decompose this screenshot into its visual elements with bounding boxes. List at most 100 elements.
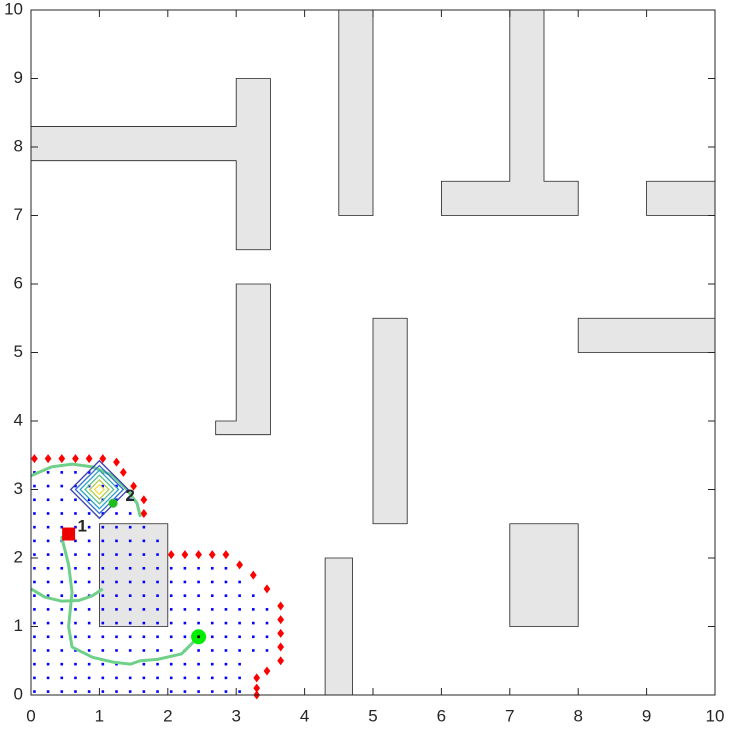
explored-cell bbox=[128, 649, 132, 652]
explored-cell bbox=[33, 498, 36, 502]
explored-cell bbox=[183, 676, 187, 680]
explored-cell bbox=[142, 539, 146, 543]
explored-cell bbox=[74, 553, 77, 556]
explored-cell bbox=[46, 608, 50, 611]
path-line bbox=[30, 462, 142, 518]
explored-cell bbox=[169, 662, 173, 666]
explored-cell bbox=[238, 635, 241, 639]
contour bbox=[79, 469, 120, 510]
explored-cell bbox=[74, 676, 77, 680]
explored-cell bbox=[74, 566, 77, 570]
explored-cell bbox=[46, 525, 50, 529]
explored-cell bbox=[115, 539, 118, 543]
explored-cell bbox=[156, 676, 159, 680]
explored-cell bbox=[142, 635, 146, 639]
explored-cell bbox=[33, 621, 36, 625]
explored-cell bbox=[252, 635, 255, 639]
robot-marker bbox=[62, 527, 76, 541]
explored-cell bbox=[87, 621, 91, 625]
frontier-cell bbox=[277, 628, 285, 638]
explored-cell bbox=[33, 662, 36, 666]
explored-cell bbox=[101, 594, 105, 597]
x-tick-label: 10 bbox=[706, 706, 725, 725]
explored-cell bbox=[60, 676, 64, 680]
explored-cell bbox=[224, 635, 228, 639]
x-tick-label: 4 bbox=[300, 706, 309, 725]
explored-cell bbox=[183, 621, 187, 625]
explored-cell bbox=[87, 690, 91, 693]
explored-cell bbox=[210, 690, 214, 693]
contour bbox=[88, 478, 110, 501]
explored-cell bbox=[33, 484, 36, 488]
explored-cell bbox=[238, 662, 241, 666]
frontier-cell bbox=[222, 550, 230, 560]
explored-cell bbox=[252, 621, 255, 625]
explored-cell bbox=[169, 608, 173, 611]
explored-cell bbox=[238, 690, 241, 693]
explored-cell bbox=[169, 566, 173, 570]
explored-cell bbox=[60, 662, 64, 666]
explored-cell bbox=[197, 662, 200, 666]
path-line bbox=[60, 532, 200, 666]
explored-cell bbox=[156, 553, 159, 556]
explored-cell bbox=[183, 566, 187, 570]
explored-cell bbox=[60, 690, 64, 693]
explored-cell bbox=[142, 580, 146, 584]
explored-cell bbox=[33, 553, 36, 556]
explored-cell bbox=[128, 635, 132, 639]
explored-cell bbox=[169, 580, 173, 584]
explored-cell bbox=[101, 635, 105, 639]
explored-cell bbox=[265, 608, 269, 611]
frontier-cell bbox=[85, 454, 93, 464]
explored-cell bbox=[101, 566, 105, 570]
explored-cell bbox=[87, 539, 91, 543]
frontier-cell bbox=[44, 454, 52, 464]
explored-cell bbox=[87, 512, 91, 515]
explored-cell bbox=[60, 608, 64, 611]
explored-cell bbox=[115, 608, 118, 611]
explored-cell bbox=[101, 525, 105, 529]
explored-cell bbox=[87, 608, 91, 611]
explored-cell bbox=[142, 608, 146, 611]
explored-cell bbox=[74, 594, 77, 597]
explored-cell bbox=[74, 580, 77, 584]
explored-cell bbox=[238, 649, 241, 652]
explored-cell bbox=[60, 566, 64, 570]
explored-cell bbox=[33, 512, 36, 515]
explored-cell bbox=[46, 471, 50, 474]
explored-cell bbox=[101, 662, 105, 666]
explored-cell bbox=[46, 649, 50, 652]
explored-cell bbox=[33, 525, 36, 529]
explored-cell bbox=[60, 649, 64, 652]
explored-cell bbox=[210, 566, 214, 570]
explored-cell bbox=[115, 594, 118, 597]
obstacle bbox=[577, 317, 716, 353]
frontier-cell bbox=[263, 666, 271, 676]
explored-cell bbox=[142, 662, 146, 666]
explored-cell bbox=[33, 676, 36, 680]
explored-cell bbox=[224, 676, 228, 680]
path-line bbox=[30, 587, 104, 603]
explored-cell bbox=[169, 621, 173, 625]
explored-cell bbox=[87, 566, 91, 570]
explored-cell bbox=[46, 690, 50, 693]
explored-cell bbox=[33, 471, 36, 474]
explored-cell bbox=[210, 608, 214, 611]
explored-cell bbox=[46, 621, 50, 625]
explored-cell bbox=[224, 662, 228, 666]
explored-cell bbox=[183, 635, 187, 639]
explored-cell bbox=[238, 608, 241, 611]
explored-cell bbox=[210, 649, 214, 652]
explored-cell bbox=[128, 676, 132, 680]
frontier-cell bbox=[236, 560, 243, 570]
frontier-cell bbox=[113, 457, 120, 467]
goal-marker bbox=[108, 498, 118, 508]
explored-cell bbox=[224, 594, 228, 597]
explored-cell bbox=[101, 484, 105, 488]
explored-cell bbox=[197, 608, 200, 611]
explored-cell bbox=[128, 525, 132, 529]
explored-cell bbox=[46, 484, 50, 488]
explored-cell bbox=[142, 621, 146, 625]
contour bbox=[69, 459, 130, 520]
